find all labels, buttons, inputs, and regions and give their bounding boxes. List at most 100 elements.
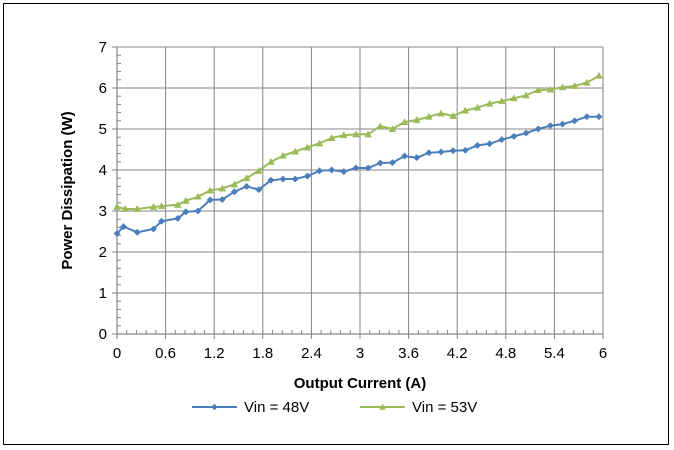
x-tick-label: 0.6: [155, 345, 176, 362]
data-point: [267, 176, 275, 184]
gridlines: [116, 46, 604, 335]
data-point: [279, 151, 287, 159]
data-point: [510, 94, 518, 102]
data-point: [328, 166, 336, 174]
y-tick-label: 7: [99, 39, 107, 56]
series-1: [113, 71, 603, 212]
data-point: [400, 118, 409, 125]
data-point: [449, 111, 457, 119]
legend-label-0: Vin = 48V: [244, 399, 309, 416]
data-point: [364, 130, 372, 138]
data-point: [230, 180, 239, 188]
y-tick-label: 1: [99, 285, 107, 302]
data-point: [119, 223, 128, 231]
y-tick-label: 2: [99, 244, 107, 261]
data-point: [230, 188, 239, 196]
data-point: [388, 159, 396, 167]
data-point: [486, 140, 494, 148]
data-point: [254, 166, 263, 174]
legend: Vin = 48V Vin = 53V: [192, 399, 477, 416]
data-point: [534, 86, 543, 94]
data-point: [497, 97, 506, 105]
data-point: [218, 195, 226, 204]
data-point: [473, 103, 482, 111]
data-point: [461, 146, 469, 154]
y-tick-label: 0: [99, 326, 107, 343]
data-point: [437, 109, 445, 117]
data-point: [149, 202, 158, 210]
data-point: [352, 164, 360, 172]
legend-marker-1: [379, 403, 386, 410]
data-point: [113, 229, 121, 238]
y-tick-label: 5: [99, 121, 107, 138]
data-point: [121, 205, 129, 212]
legend-item: Vin = 53V: [360, 399, 477, 416]
data-point: [413, 154, 421, 162]
x-tick-label: 0: [113, 345, 121, 362]
data-point: [157, 202, 166, 210]
data-point: [376, 159, 384, 167]
data-point: [376, 122, 385, 130]
data-point: [583, 113, 591, 121]
data-point: [206, 196, 214, 204]
x-tick-label: 3: [356, 345, 364, 362]
data-point: [255, 186, 263, 194]
data-point: [412, 116, 421, 123]
data-point: [267, 157, 275, 165]
series-layer: [113, 71, 603, 238]
data-point: [194, 192, 202, 200]
data-point: [194, 207, 202, 215]
y-tick-label: 3: [99, 203, 107, 220]
data-point: [315, 139, 324, 147]
data-point: [595, 71, 603, 79]
x-tick-label: 5.4: [544, 345, 565, 362]
data-point: [243, 182, 251, 190]
data-point: [279, 175, 287, 183]
series-0: [113, 113, 603, 238]
data-point: [425, 112, 433, 120]
data-point: [522, 129, 530, 137]
data-point: [303, 143, 312, 151]
x-tick-label: 2.4: [301, 345, 322, 362]
data-point: [449, 147, 457, 155]
data-point: [510, 132, 518, 140]
data-point: [388, 125, 397, 132]
data-point: [133, 205, 142, 212]
data-point: [303, 172, 311, 180]
data-point: [546, 85, 555, 93]
data-point: [182, 208, 190, 216]
legend-label-1: Vin = 53V: [412, 399, 477, 416]
data-point: [113, 202, 121, 210]
data-point: [327, 134, 336, 141]
data-point: [534, 125, 542, 133]
x-axis-title: Output Current (A): [294, 375, 426, 392]
data-point: [437, 148, 445, 156]
x-tick-label: 6: [599, 345, 607, 362]
x-tick-label: 1.8: [252, 345, 273, 362]
data-point: [133, 228, 141, 236]
data-point: [558, 83, 567, 91]
data-point: [546, 122, 554, 130]
chart-frame: [3, 3, 669, 445]
data-point: [400, 152, 409, 160]
data-point: [242, 174, 251, 182]
data-point: [558, 120, 567, 128]
data-point: [291, 147, 300, 155]
axes: [112, 46, 604, 339]
y-axis-title: Power Dissipation (W): [59, 111, 76, 269]
data-point: [340, 168, 348, 176]
data-point: [157, 217, 166, 225]
data-point: [352, 130, 360, 138]
legend-marker-0: [211, 403, 218, 411]
x-tick-label: 4.2: [447, 345, 468, 362]
data-point: [182, 196, 190, 204]
data-point: [473, 141, 482, 149]
x-tick-label: 4.8: [495, 345, 516, 362]
data-point: [522, 91, 530, 99]
y-tick-label: 4: [99, 162, 107, 179]
data-point: [570, 82, 579, 89]
data-point: [364, 164, 372, 172]
data-point: [291, 175, 299, 183]
x-tick-label: 3.6: [398, 345, 419, 362]
